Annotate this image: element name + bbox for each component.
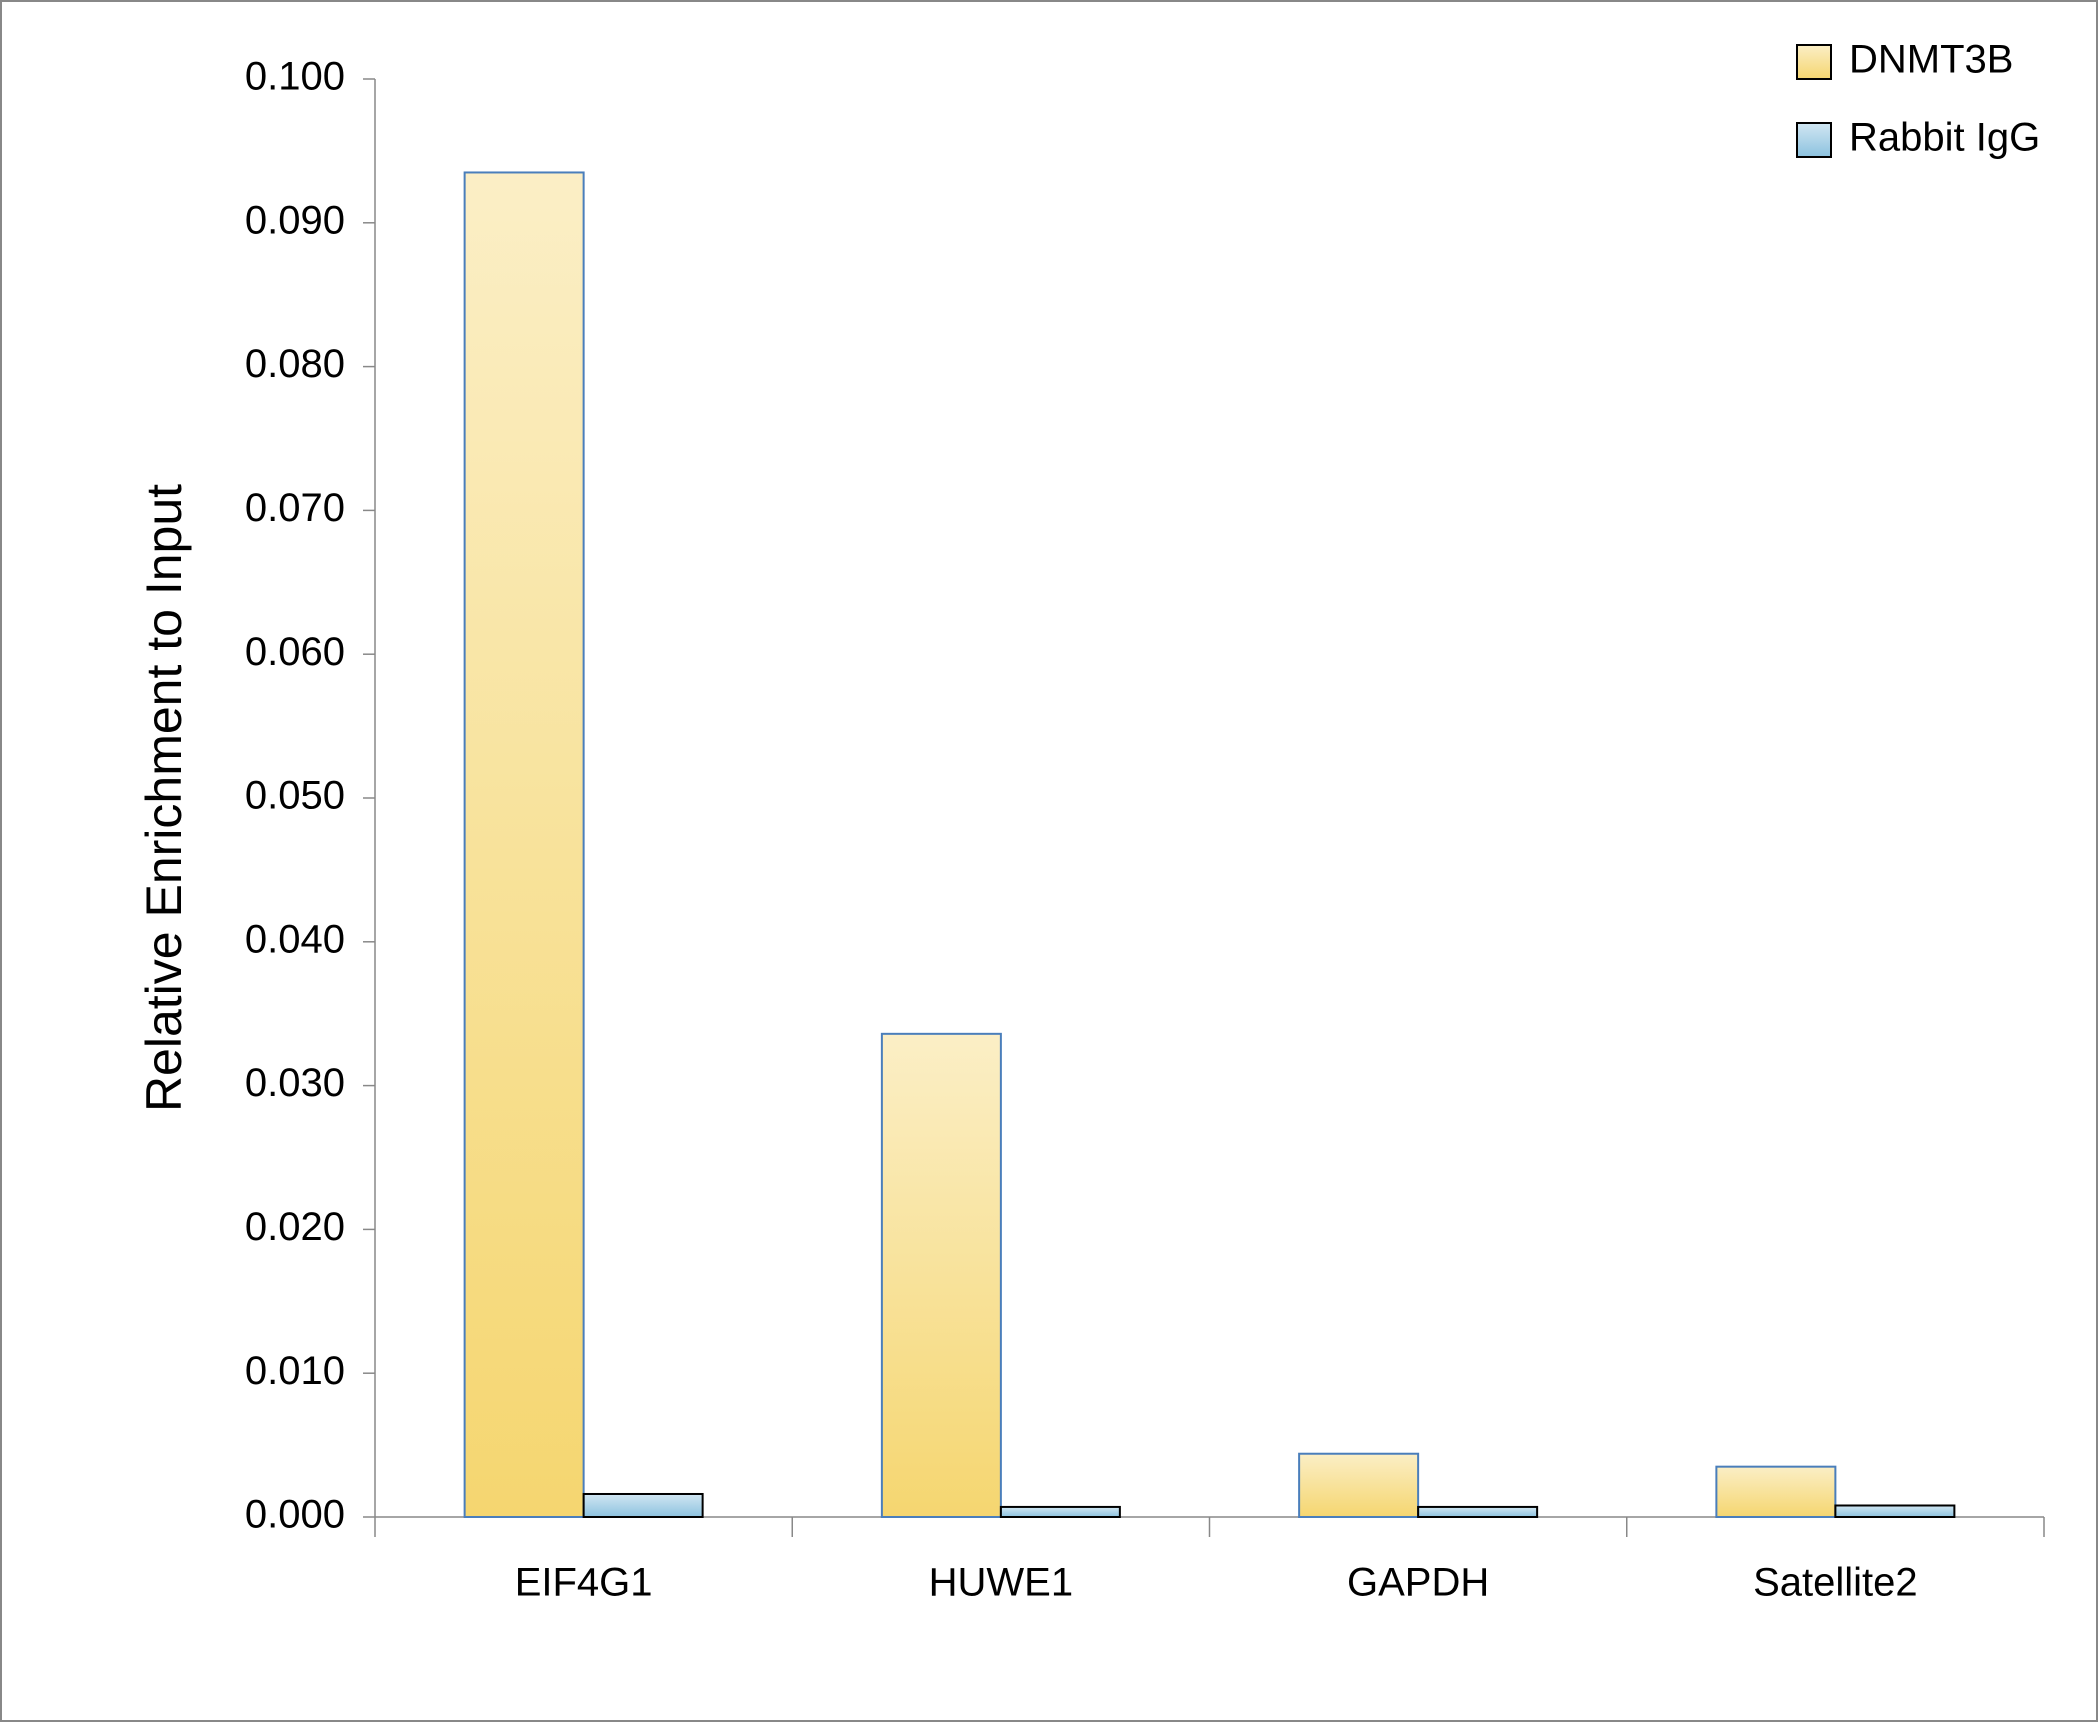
bar <box>582 1492 704 1518</box>
bar <box>999 1505 1121 1518</box>
bar <box>1834 1504 1956 1518</box>
y-tick-label: 0.080 <box>245 342 345 386</box>
y-tick-label: 0.020 <box>245 1205 345 1249</box>
x-tick-label: HUWE1 <box>929 1561 1073 1605</box>
y-tick-label: 0.000 <box>245 1493 345 1537</box>
y-tick-label: 0.030 <box>245 1061 345 1105</box>
legend-swatch <box>1796 44 1832 80</box>
y-axis-title: Relative Enrichment to Input <box>136 484 192 1112</box>
bar <box>880 1032 1002 1519</box>
legend-label: Rabbit IgG <box>1849 116 2040 160</box>
bar <box>463 171 585 1519</box>
x-tick-label: GAPDH <box>1347 1561 1489 1605</box>
y-tick-label: 0.040 <box>245 917 345 961</box>
y-tick-label: 0.100 <box>245 55 345 99</box>
x-tick-label: EIF4G1 <box>515 1561 653 1605</box>
bar <box>1298 1452 1420 1519</box>
y-tick-label: 0.070 <box>245 486 345 530</box>
x-tick-label: Satellite2 <box>1753 1561 1918 1605</box>
y-tick-label: 0.050 <box>245 774 345 818</box>
legend-swatch <box>1796 122 1832 158</box>
y-tick-label: 0.090 <box>245 198 345 242</box>
y-tick-label: 0.060 <box>245 630 345 674</box>
bar <box>1715 1465 1837 1519</box>
bar <box>1417 1505 1539 1518</box>
y-tick-label: 0.010 <box>245 1349 345 1393</box>
legend-label: DNMT3B <box>1849 38 2013 82</box>
